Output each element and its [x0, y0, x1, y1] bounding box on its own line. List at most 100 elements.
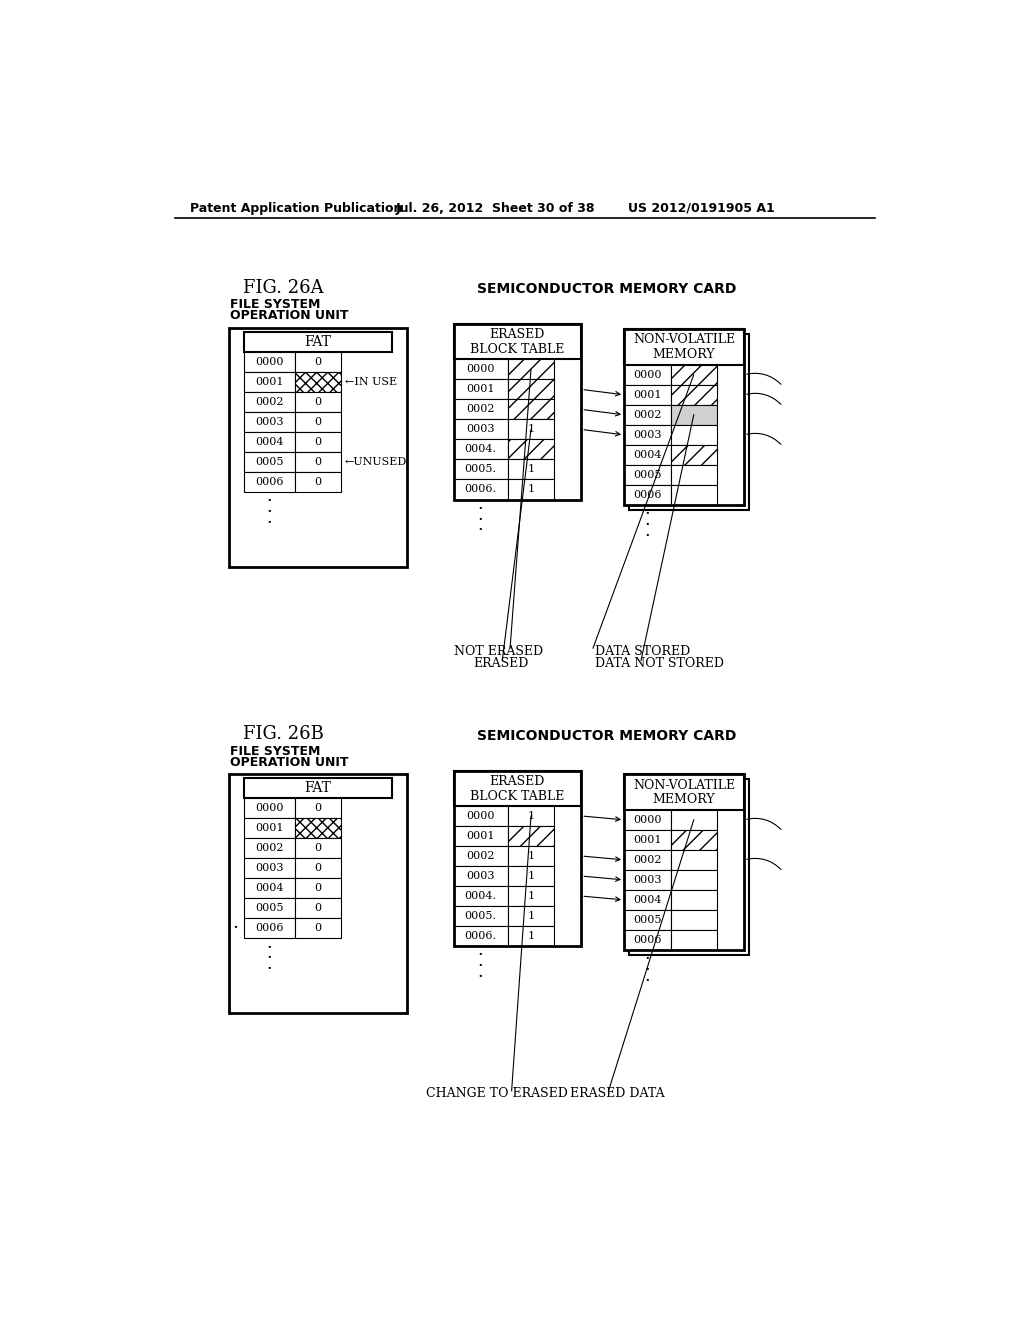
Text: 0001: 0001	[466, 832, 495, 841]
Bar	[245, 351, 295, 372]
Bar	[295, 451, 341, 471]
Text: ←IN USE: ←IN USE	[345, 376, 397, 387]
Bar	[245, 779, 391, 799]
Bar	[508, 479, 554, 499]
Text: 0005: 0005	[633, 470, 662, 480]
Bar	[624, 830, 671, 850]
Bar	[624, 330, 744, 506]
Bar	[508, 846, 554, 866]
Bar	[295, 878, 341, 899]
Text: 0006: 0006	[633, 935, 662, 945]
Text: 0005.: 0005.	[465, 911, 497, 921]
Text: 0: 0	[314, 356, 322, 367]
Bar	[624, 850, 671, 870]
Bar	[671, 484, 717, 506]
Text: 0004.: 0004.	[465, 891, 497, 902]
Bar	[508, 379, 554, 400]
Bar	[671, 445, 717, 465]
Bar	[295, 372, 341, 392]
Text: 0006.: 0006.	[465, 931, 497, 941]
Text: 0006.: 0006.	[465, 484, 497, 495]
Text: 0003: 0003	[255, 863, 284, 874]
Bar	[454, 927, 508, 946]
Text: 0003: 0003	[466, 425, 495, 434]
Bar	[228, 775, 407, 1014]
Text: 0: 0	[314, 863, 322, 874]
Bar	[624, 775, 744, 950]
Text: 0: 0	[314, 417, 322, 426]
Text: ·: ·	[266, 503, 272, 521]
Text: 1: 1	[527, 931, 535, 941]
Bar	[624, 810, 671, 830]
Text: 1: 1	[527, 911, 535, 921]
Text: NON-VOLATILE: NON-VOLATILE	[633, 779, 735, 792]
Bar	[624, 484, 671, 506]
Bar	[454, 379, 508, 400]
Bar	[624, 909, 671, 929]
Text: ·: ·	[478, 946, 483, 965]
Bar	[454, 771, 582, 946]
Bar	[454, 866, 508, 886]
Bar	[295, 432, 341, 451]
Text: CHANGE TO ERASED: CHANGE TO ERASED	[426, 1088, 568, 1101]
Text: ERASED: ERASED	[489, 329, 545, 341]
Bar	[245, 878, 295, 899]
Text: OPERATION UNIT: OPERATION UNIT	[230, 309, 349, 322]
Text: BLOCK TABLE: BLOCK TABLE	[470, 789, 564, 803]
Text: NON-VOLATILE: NON-VOLATILE	[633, 334, 735, 346]
Text: 0003: 0003	[255, 417, 284, 426]
Text: 0004: 0004	[255, 437, 284, 446]
Bar	[671, 385, 717, 405]
Bar	[624, 929, 671, 950]
Bar	[454, 906, 508, 927]
Text: DATA STORED: DATA STORED	[595, 644, 690, 657]
Text: ·: ·	[266, 492, 272, 510]
Bar	[454, 459, 508, 479]
Text: 1: 1	[527, 484, 535, 495]
Text: ·: ·	[266, 939, 272, 957]
Bar	[624, 870, 671, 890]
Bar	[624, 385, 671, 405]
Text: ERASED DATA: ERASED DATA	[569, 1088, 665, 1101]
Text: SEMICONDUCTOR MEMORY CARD: SEMICONDUCTOR MEMORY CARD	[477, 729, 736, 743]
Bar	[508, 866, 554, 886]
Text: 0000: 0000	[633, 814, 662, 825]
Text: ·: ·	[231, 920, 238, 937]
Bar	[671, 405, 717, 425]
Bar	[508, 826, 554, 846]
Text: 0000: 0000	[633, 370, 662, 380]
Text: 0005.: 0005.	[465, 465, 497, 474]
Text: 1: 1	[527, 891, 535, 902]
Text: 0004: 0004	[633, 895, 662, 906]
Text: 0001: 0001	[633, 834, 662, 845]
Text: 0: 0	[314, 437, 322, 446]
Text: SEMICONDUCTOR MEMORY CARD: SEMICONDUCTOR MEMORY CARD	[477, 282, 736, 296]
Text: 0006: 0006	[255, 924, 284, 933]
Bar	[295, 858, 341, 878]
Bar	[508, 420, 554, 440]
Text: FAT: FAT	[304, 781, 332, 795]
Bar	[508, 927, 554, 946]
Text: NOT ERASED: NOT ERASED	[454, 644, 543, 657]
Text: 0000: 0000	[255, 804, 284, 813]
Text: 0004.: 0004.	[465, 445, 497, 454]
Bar	[454, 359, 508, 379]
Text: 1: 1	[527, 425, 535, 434]
Text: 1: 1	[527, 871, 535, 880]
Text: DATA NOT STORED: DATA NOT STORED	[595, 657, 724, 671]
Bar	[454, 826, 508, 846]
Text: MEMORY: MEMORY	[652, 793, 716, 807]
Bar	[454, 323, 582, 359]
Bar	[671, 870, 717, 890]
Text: 0005: 0005	[633, 915, 662, 925]
Bar	[245, 858, 295, 878]
Text: 0005: 0005	[255, 457, 284, 467]
Text: ·: ·	[266, 949, 272, 968]
Text: ·: ·	[644, 972, 650, 990]
Bar	[624, 775, 744, 810]
Bar	[454, 440, 508, 459]
Text: 0: 0	[314, 477, 322, 487]
Text: OPERATION UNIT: OPERATION UNIT	[230, 755, 349, 768]
Text: 0001: 0001	[255, 376, 284, 387]
Text: ·: ·	[478, 968, 483, 986]
